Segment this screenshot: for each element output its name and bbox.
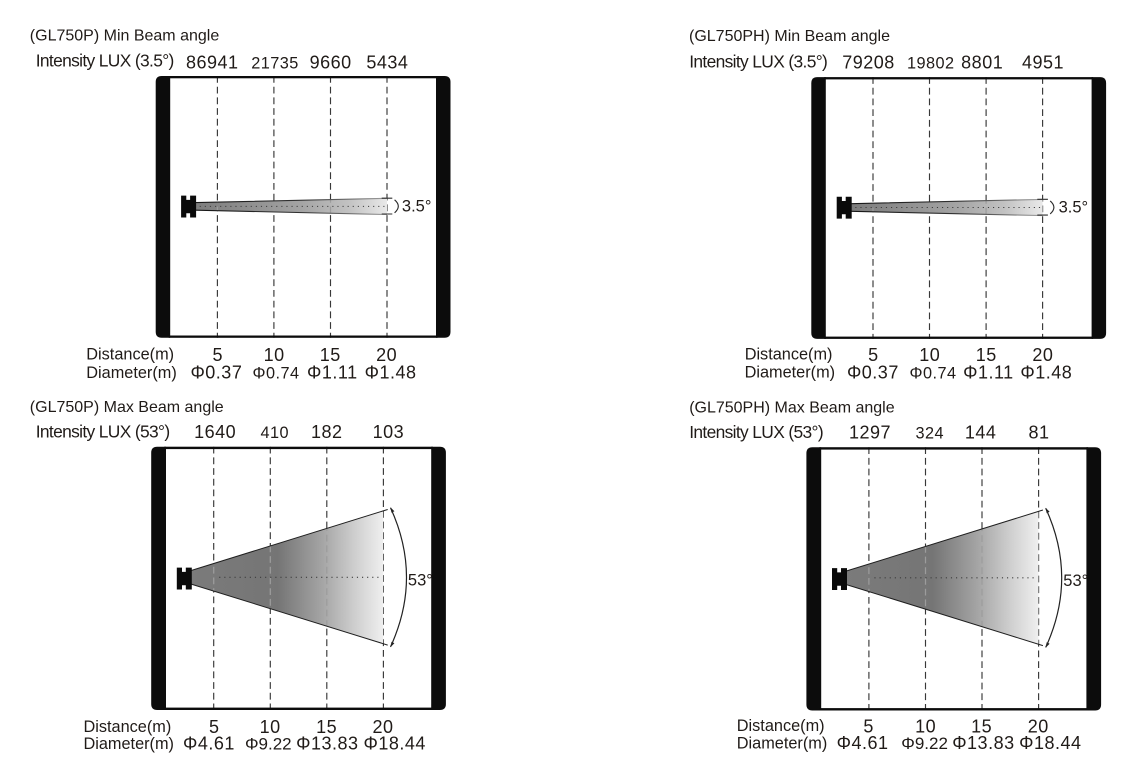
- svg-text:(GL750PH) Max Beam angle: (GL750PH) Max Beam angle: [689, 400, 895, 417]
- svg-text:Diameter(m): Diameter(m): [86, 364, 176, 382]
- svg-text:Φ13.83: Φ13.83: [296, 733, 358, 753]
- svg-text:Intensity LUX (3.5°): Intensity LUX (3.5°): [689, 51, 827, 71]
- svg-text:15: 15: [971, 717, 992, 737]
- svg-text:3.5°: 3.5°: [1059, 199, 1089, 217]
- svg-text:81: 81: [1028, 422, 1049, 442]
- svg-text:Φ0.37: Φ0.37: [847, 363, 899, 383]
- svg-text:1640: 1640: [194, 422, 236, 442]
- svg-text:10: 10: [915, 717, 936, 737]
- svg-text:Distance(m): Distance(m): [84, 718, 172, 736]
- svg-text:53°: 53°: [1063, 572, 1088, 590]
- svg-text:1297: 1297: [849, 422, 891, 442]
- svg-text:5: 5: [212, 345, 223, 365]
- svg-text:20: 20: [1028, 717, 1049, 737]
- svg-text:10: 10: [919, 345, 940, 365]
- svg-text:5434: 5434: [366, 53, 408, 73]
- svg-text:Φ9.22: Φ9.22: [245, 734, 292, 753]
- svg-text:4951: 4951: [1022, 53, 1064, 73]
- svg-text:Φ13.83: Φ13.83: [952, 733, 1014, 753]
- svg-text:9660: 9660: [310, 53, 352, 73]
- svg-text:79208: 79208: [842, 53, 895, 73]
- svg-text:Φ1.11: Φ1.11: [307, 363, 358, 383]
- svg-text:Diameter(m): Diameter(m): [84, 735, 174, 753]
- svg-text:Distance(m): Distance(m): [737, 717, 825, 735]
- svg-text:103: 103: [373, 422, 405, 442]
- svg-text:Φ1.48: Φ1.48: [365, 363, 417, 383]
- svg-text:53°: 53°: [408, 571, 433, 589]
- svg-text:Diameter(m): Diameter(m): [737, 735, 827, 753]
- svg-text:Φ4.61: Φ4.61: [183, 733, 235, 753]
- svg-text:3.5°: 3.5°: [402, 197, 432, 215]
- svg-text:182: 182: [311, 422, 343, 442]
- svg-text:Φ0.74: Φ0.74: [910, 365, 957, 383]
- svg-text:Φ4.61: Φ4.61: [837, 733, 889, 753]
- svg-text:(GL750P) Min Beam angle: (GL750P) Min Beam angle: [30, 28, 220, 45]
- svg-text:5: 5: [868, 345, 879, 365]
- svg-text:Intensity LUX (3.5°): Intensity LUX (3.5°): [36, 50, 174, 70]
- svg-text:10: 10: [264, 345, 285, 365]
- svg-text:Φ18.44: Φ18.44: [363, 733, 425, 753]
- svg-text:20: 20: [376, 345, 397, 365]
- svg-text:Φ9.22: Φ9.22: [901, 734, 948, 753]
- svg-text:144: 144: [965, 422, 997, 442]
- svg-text:Φ1.48: Φ1.48: [1020, 363, 1072, 383]
- svg-text:Intensity LUX (53°): Intensity LUX (53°): [689, 422, 823, 442]
- svg-text:8801: 8801: [961, 53, 1003, 73]
- svg-text:Φ1.11: Φ1.11: [963, 363, 1014, 383]
- svg-text:Distance(m): Distance(m): [745, 346, 833, 364]
- svg-text:86941: 86941: [186, 53, 239, 73]
- svg-text:15: 15: [316, 717, 337, 737]
- svg-text:10: 10: [260, 717, 281, 737]
- svg-text:5: 5: [209, 717, 220, 737]
- svg-text:5: 5: [863, 717, 874, 737]
- svg-text:410: 410: [260, 424, 289, 442]
- svg-text:324: 324: [915, 424, 944, 442]
- svg-text:15: 15: [320, 345, 341, 365]
- svg-text:20: 20: [1032, 345, 1053, 365]
- svg-text:20: 20: [372, 717, 393, 737]
- svg-text:Intensity LUX (53°): Intensity LUX (53°): [36, 422, 170, 442]
- svg-text:(GL750PH) Min Beam angle: (GL750PH) Min Beam angle: [689, 28, 890, 45]
- svg-text:(GL750P) Max Beam angle: (GL750P) Max Beam angle: [30, 399, 224, 416]
- svg-text:15: 15: [976, 345, 997, 365]
- svg-text:Distance(m): Distance(m): [86, 346, 174, 364]
- svg-text:Φ18.44: Φ18.44: [1019, 733, 1081, 753]
- svg-text:Diameter(m): Diameter(m): [745, 364, 835, 382]
- svg-text:Φ0.74: Φ0.74: [253, 365, 300, 383]
- svg-text:19802: 19802: [907, 55, 955, 73]
- svg-text:Φ0.37: Φ0.37: [190, 363, 242, 383]
- svg-text:21735: 21735: [251, 55, 299, 73]
